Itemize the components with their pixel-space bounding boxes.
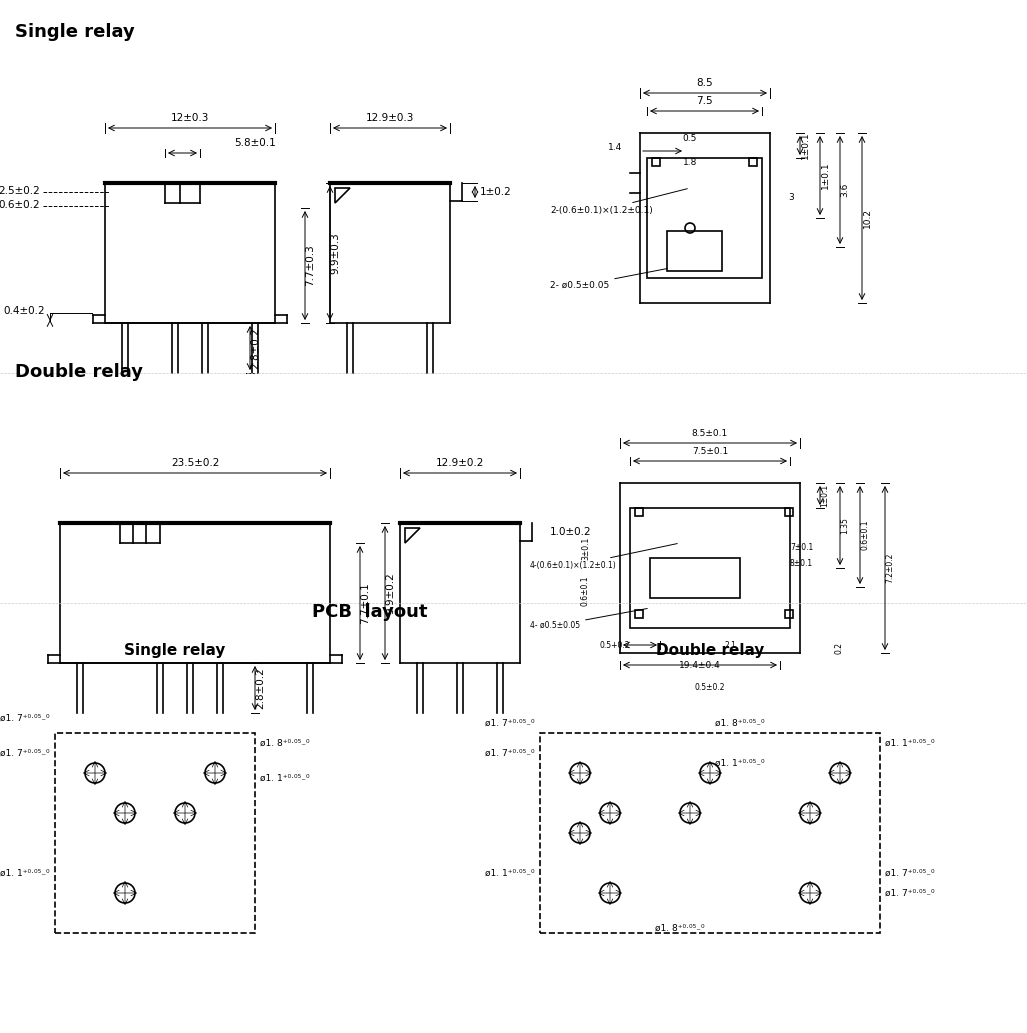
Text: 3.6: 3.6 <box>840 183 849 197</box>
Text: ø1. 1⁺⁰·⁰⁵₋⁰: ø1. 1⁺⁰·⁰⁵₋⁰ <box>0 869 50 877</box>
Text: ø1. 7⁺⁰·⁰⁵₋⁰: ø1. 7⁺⁰·⁰⁵₋⁰ <box>486 719 535 727</box>
Text: 3: 3 <box>788 192 794 201</box>
Text: 7.5: 7.5 <box>696 96 713 106</box>
Text: ø1. 1⁺⁰·⁰⁵₋⁰: ø1. 1⁺⁰·⁰⁵₋⁰ <box>486 869 535 877</box>
Text: 2.5±0.2: 2.5±0.2 <box>0 186 40 196</box>
Text: 8.5: 8.5 <box>696 79 714 88</box>
Bar <box>630 508 790 628</box>
Text: 8±0.1: 8±0.1 <box>790 559 813 567</box>
Text: ø1. 7⁺⁰·⁰⁵₋⁰: ø1. 7⁺⁰·⁰⁵₋⁰ <box>0 714 50 722</box>
Text: 2.1: 2.1 <box>724 640 736 650</box>
Text: 0.6±0.1: 0.6±0.1 <box>861 520 870 551</box>
Text: ø1. 8⁺⁰·⁰⁵₋⁰: ø1. 8⁺⁰·⁰⁵₋⁰ <box>655 924 705 933</box>
Text: Single relay: Single relay <box>15 23 135 41</box>
Text: 12±0.3: 12±0.3 <box>170 113 210 123</box>
Text: ø1. 7⁺⁰·⁰⁵₋⁰: ø1. 7⁺⁰·⁰⁵₋⁰ <box>885 869 935 877</box>
Text: 1.4: 1.4 <box>608 144 622 153</box>
Text: 23.5±0.2: 23.5±0.2 <box>170 458 219 468</box>
Text: ø1. 8⁺⁰·⁰⁵₋⁰: ø1. 8⁺⁰·⁰⁵₋⁰ <box>715 719 765 727</box>
Bar <box>540 733 880 933</box>
Text: 4- ø0.5±0.05: 4- ø0.5±0.05 <box>530 608 647 630</box>
Bar <box>647 158 762 278</box>
Bar <box>749 158 757 166</box>
Bar <box>55 733 255 933</box>
Text: 9.9±0.2: 9.9±0.2 <box>385 572 395 614</box>
Text: 12.9±0.3: 12.9±0.3 <box>366 113 414 123</box>
Text: 7.2±0.2: 7.2±0.2 <box>885 553 895 584</box>
Text: 0.5: 0.5 <box>683 134 697 143</box>
Text: 2.8±0.2: 2.8±0.2 <box>255 667 265 709</box>
Text: 7.7±0.1: 7.7±0.1 <box>360 583 370 624</box>
Bar <box>652 158 660 166</box>
Bar <box>635 508 643 516</box>
Text: ø1. 1⁺⁰·⁰⁵₋⁰: ø1. 1⁺⁰·⁰⁵₋⁰ <box>885 739 935 748</box>
Text: 0.6±0.1: 0.6±0.1 <box>581 575 589 606</box>
Bar <box>635 611 643 618</box>
Text: 0.6±0.2: 0.6±0.2 <box>0 200 40 210</box>
Text: 2.8±0.2: 2.8±0.2 <box>250 327 260 369</box>
Text: 9.9±0.3: 9.9±0.3 <box>330 232 340 274</box>
Text: 2-(0.6±0.1)×(1.2±0.1): 2-(0.6±0.1)×(1.2±0.1) <box>550 189 687 215</box>
Text: ø1. 1⁺⁰·⁰⁵₋⁰: ø1. 1⁺⁰·⁰⁵₋⁰ <box>715 758 765 768</box>
Bar <box>650 558 740 598</box>
Text: Double relay: Double relay <box>15 363 143 381</box>
Text: 1.0±0.2: 1.0±0.2 <box>550 527 592 537</box>
Text: 1±0.1: 1±0.1 <box>821 483 830 507</box>
Text: 0.5+0.2: 0.5+0.2 <box>600 641 631 650</box>
Text: 3±0.1: 3±0.1 <box>581 536 589 560</box>
Text: 0.4±0.2: 0.4±0.2 <box>3 306 45 316</box>
Text: 2- ø0.5±0.05: 2- ø0.5±0.05 <box>550 269 668 290</box>
Text: 12.9±0.2: 12.9±0.2 <box>435 458 484 468</box>
Text: 10.2: 10.2 <box>863 208 872 228</box>
Text: ø1. 7⁺⁰·⁰⁵₋⁰: ø1. 7⁺⁰·⁰⁵₋⁰ <box>0 749 50 757</box>
Text: 19.4±0.4: 19.4±0.4 <box>679 661 721 670</box>
Bar <box>785 508 793 516</box>
Bar <box>667 231 722 271</box>
Text: ø1. 8⁺⁰·⁰⁵₋⁰: ø1. 8⁺⁰·⁰⁵₋⁰ <box>260 739 309 748</box>
Bar <box>785 611 793 618</box>
Text: 0.5±0.2: 0.5±0.2 <box>694 683 725 692</box>
Text: 1.35: 1.35 <box>840 518 849 534</box>
Text: 7±0.1: 7±0.1 <box>790 543 813 553</box>
Text: ø1. 1⁺⁰·⁰⁵₋⁰: ø1. 1⁺⁰·⁰⁵₋⁰ <box>260 774 309 783</box>
Text: Double relay: Double relay <box>656 643 764 658</box>
Text: 1±0.2: 1±0.2 <box>480 187 511 197</box>
Text: 1±0.1: 1±0.1 <box>800 131 809 159</box>
Text: 8.5±0.1: 8.5±0.1 <box>692 429 728 438</box>
Text: 1±0.1: 1±0.1 <box>821 162 830 189</box>
Text: 1.8: 1.8 <box>683 158 697 167</box>
Text: 0.2: 0.2 <box>835 641 844 654</box>
Text: PCB  layout: PCB layout <box>312 603 428 621</box>
Text: 7.5±0.1: 7.5±0.1 <box>692 447 728 456</box>
Text: Single relay: Single relay <box>124 643 226 658</box>
Text: 7.7±0.3: 7.7±0.3 <box>305 245 315 286</box>
Text: 4-(0.6±0.1)×(1.2±0.1): 4-(0.6±0.1)×(1.2±0.1) <box>530 543 677 570</box>
Text: 5.8±0.1: 5.8±0.1 <box>234 138 276 148</box>
Text: ø1. 7⁺⁰·⁰⁵₋⁰: ø1. 7⁺⁰·⁰⁵₋⁰ <box>885 888 935 898</box>
Text: ø1. 7⁺⁰·⁰⁵₋⁰: ø1. 7⁺⁰·⁰⁵₋⁰ <box>486 749 535 757</box>
